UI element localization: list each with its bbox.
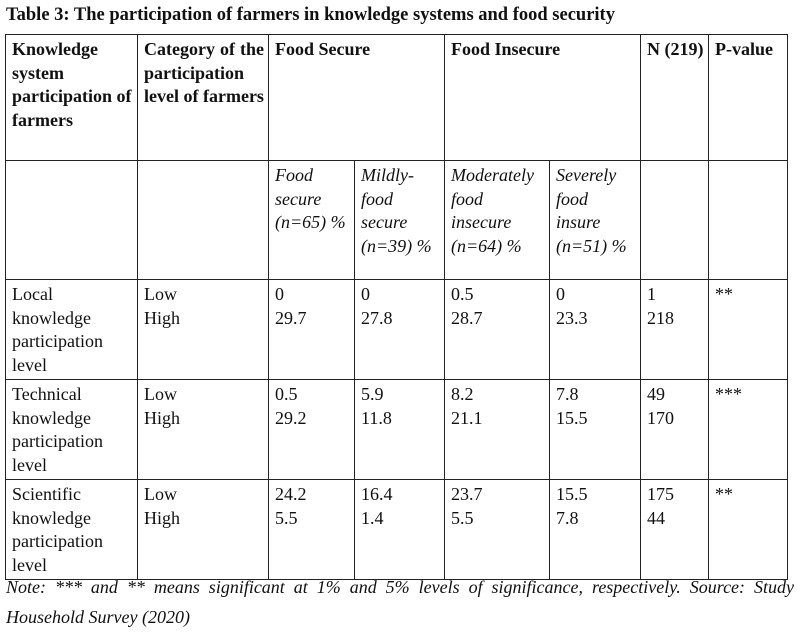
- row-food-secure: 0 29.7: [268, 279, 355, 380]
- row-p-value: ***: [708, 379, 788, 480]
- value-low: 0: [556, 284, 565, 304]
- category-high: High: [144, 507, 180, 528]
- row-food-secure: 0.5 29.2: [268, 379, 355, 480]
- value-low: 0.5: [451, 284, 474, 304]
- row-mildly-food-secure: 0 27.8: [354, 279, 445, 380]
- value-high: 15.5: [556, 407, 588, 428]
- value-low: 0: [275, 284, 284, 304]
- subheader-severely-food-insecure: Severely food insure (n=51) %: [549, 160, 641, 280]
- value-low: 49: [647, 384, 665, 404]
- category-low: Low: [144, 384, 177, 404]
- value-high: 5.5: [275, 507, 298, 528]
- row-n: 175 44: [640, 479, 709, 580]
- header-category: Category of the participation level of f…: [137, 34, 269, 161]
- row-p-value: **: [708, 479, 788, 580]
- value-high: 218: [647, 307, 674, 328]
- table-row: Technical knowledge participation level …: [5, 379, 788, 480]
- value-high: 29.7: [275, 307, 307, 328]
- row-category: Low High: [137, 379, 269, 480]
- value-high: 29.2: [275, 407, 307, 428]
- header-food-secure: Food Secure: [268, 34, 445, 161]
- category-low: Low: [144, 484, 177, 504]
- subheader-row: Food secure (n=65) % Mildly-food secure …: [5, 160, 788, 280]
- value-high: 44: [647, 507, 665, 528]
- value-high: 7.8: [556, 507, 579, 528]
- value-high: 23.3: [556, 307, 588, 328]
- table-row: Local knowledge participation level Low H…: [5, 279, 788, 380]
- row-moderately-food-insecure: 0.5 28.7: [444, 279, 550, 380]
- value-high: 27.8: [361, 307, 393, 328]
- subheader-empty-1: [5, 160, 138, 280]
- header-p-value: P-value: [708, 34, 788, 161]
- row-mildly-food-secure: 16.4 1.4: [354, 479, 445, 580]
- value-high: 28.7: [451, 307, 483, 328]
- row-severely-food-insecure: 15.5 7.8: [549, 479, 641, 580]
- row-category: Low High: [137, 279, 269, 380]
- row-knowledge-system: Scientific knowledge participation level: [5, 479, 138, 580]
- category-high: High: [144, 407, 180, 428]
- value-low: 175: [647, 484, 674, 504]
- row-severely-food-insecure: 0 23.3: [549, 279, 641, 380]
- row-n: 49 170: [640, 379, 709, 480]
- value-high: 1.4: [361, 507, 384, 528]
- header-food-insecure: Food Insecure: [444, 34, 641, 161]
- category-high: High: [144, 307, 180, 328]
- subheader-mildly-food-secure: Mildly-food secure (n=39) %: [354, 160, 445, 280]
- header-row: Knowledge system participation of farmer…: [5, 34, 788, 161]
- header-n: N (219): [640, 34, 709, 161]
- knowledge-food-security-table: Knowledge system participation of farmer…: [5, 34, 788, 580]
- value-low: 0.5: [275, 384, 298, 404]
- value-low: 15.5: [556, 484, 588, 504]
- value-low: 7.8: [556, 384, 579, 404]
- subheader-moderately-food-insecure: Moderately food insecure (n=64) %: [444, 160, 550, 280]
- row-moderately-food-insecure: 23.7 5.5: [444, 479, 550, 580]
- header-knowledge-system: Knowledge system participation of farmer…: [5, 34, 138, 161]
- row-category: Low High: [137, 479, 269, 580]
- value-low: 0: [361, 284, 370, 304]
- row-p-value: **: [708, 279, 788, 380]
- subheader-empty-2: [137, 160, 269, 280]
- row-n: 1 218: [640, 279, 709, 380]
- row-knowledge-system: Technical knowledge participation level: [5, 379, 138, 480]
- value-high: 170: [647, 407, 674, 428]
- value-low: 23.7: [451, 484, 483, 504]
- subheader-food-secure: Food secure (n=65) %: [268, 160, 355, 280]
- value-low: 1: [647, 284, 656, 304]
- subheader-empty-4: [708, 160, 788, 280]
- table-note: Note: *** and ** means significant at 1%…: [6, 577, 794, 627]
- table-row: Scientific knowledge participation level…: [5, 479, 788, 580]
- value-high: 21.1: [451, 407, 483, 428]
- value-high: 11.8: [361, 407, 392, 428]
- value-low: 8.2: [451, 384, 474, 404]
- row-food-secure: 24.2 5.5: [268, 479, 355, 580]
- table-title: Table 3: The participation of farmers in…: [6, 5, 615, 25]
- row-mildly-food-secure: 5.9 11.8: [354, 379, 445, 480]
- value-low: 24.2: [275, 484, 307, 504]
- value-low: 5.9: [361, 384, 384, 404]
- subheader-empty-3: [640, 160, 709, 280]
- category-low: Low: [144, 284, 177, 304]
- row-severely-food-insecure: 7.8 15.5: [549, 379, 641, 480]
- value-high: 5.5: [451, 507, 474, 528]
- row-moderately-food-insecure: 8.2 21.1: [444, 379, 550, 480]
- value-low: 16.4: [361, 484, 393, 504]
- row-knowledge-system: Local knowledge participation level: [5, 279, 138, 380]
